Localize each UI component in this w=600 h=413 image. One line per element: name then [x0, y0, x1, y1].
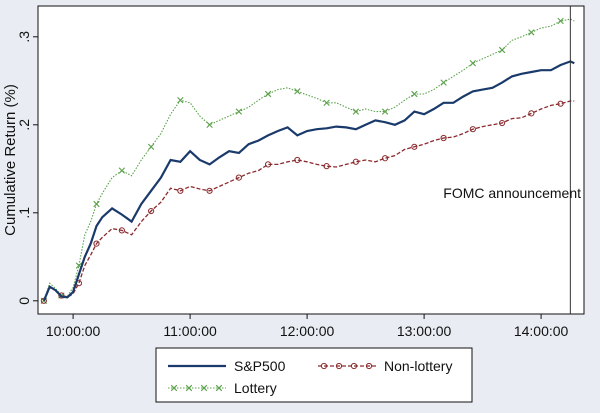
series-layer	[40, 17, 575, 304]
legend-marker	[215, 384, 223, 392]
data-point	[440, 134, 447, 142]
data-point	[352, 108, 360, 115]
legend: S&P500 Non-lottery Lottery	[155, 347, 473, 403]
legend-box	[155, 347, 473, 403]
series-line-non-lottery	[43, 100, 575, 302]
data-point	[323, 163, 330, 170]
legend-item-s-p500: S&P500	[168, 358, 286, 374]
data-point	[177, 187, 184, 194]
data-point	[411, 90, 418, 98]
legend-marker	[185, 384, 193, 392]
plot-area	[37, 5, 585, 315]
data-point	[148, 207, 155, 215]
legend-label: Non-lottery	[384, 358, 452, 374]
data-point	[382, 155, 389, 162]
legend-marker	[365, 362, 373, 370]
legend-label: S&P500	[234, 358, 286, 374]
data-point	[294, 88, 301, 95]
legend-item-lottery: Lottery	[168, 380, 277, 396]
data-point	[381, 108, 389, 115]
y-axis: 0 .1 .2 .3	[16, 31, 38, 305]
fomc-annotation: FOMC announcement	[443, 185, 581, 201]
data-point	[265, 161, 272, 168]
y-axis-label: Cumulative Return (%)	[2, 84, 19, 236]
legend-label: Lottery	[234, 380, 277, 396]
x-tick-label: 10:00:00	[46, 323, 101, 339]
data-point	[528, 29, 535, 36]
data-point	[411, 143, 418, 150]
x-axis: 10:00:00 11:00:00 12:00:00 13:00:00 14:00:00	[46, 314, 569, 339]
legend-marker	[200, 384, 208, 392]
data-point	[469, 60, 477, 67]
data-point	[235, 174, 242, 181]
x-tick-label: 12:00:00	[280, 323, 335, 339]
data-point	[235, 108, 243, 115]
y-tick-label: .1	[16, 207, 32, 219]
data-point	[440, 79, 447, 86]
data-point	[177, 96, 184, 104]
y-tick-label: .2	[16, 119, 32, 131]
data-point	[528, 110, 535, 117]
data-point	[206, 121, 213, 128]
series-line-lottery	[43, 18, 575, 301]
data-point	[557, 17, 564, 25]
legend-marker	[170, 384, 178, 392]
data-point	[352, 158, 359, 165]
data-point	[118, 227, 125, 234]
x-tick-label: 11:00:00	[163, 323, 217, 339]
data-point	[498, 46, 506, 54]
data-point	[499, 119, 506, 127]
legend-marker	[320, 362, 328, 370]
data-point	[294, 156, 301, 164]
data-point	[93, 200, 100, 208]
legend-marker	[335, 362, 343, 370]
y-tick-label: 0	[16, 297, 32, 305]
data-point	[118, 167, 126, 174]
data-point	[147, 143, 155, 150]
data-point	[206, 187, 213, 194]
legend-item-non-lottery: Non-lottery	[318, 358, 452, 374]
data-point	[264, 90, 272, 98]
legend-marker	[350, 362, 358, 370]
data-point	[557, 100, 564, 107]
series-non-lottery	[40, 100, 575, 304]
data-point	[469, 126, 476, 133]
x-tick-label: 13:00:00	[397, 323, 452, 339]
series-line-s-p500	[42, 60, 575, 302]
x-tick-label: 14:00:00	[514, 323, 569, 339]
data-point	[93, 240, 100, 247]
data-point	[58, 292, 65, 299]
y-tick-label: .3	[16, 31, 32, 43]
data-point	[323, 99, 330, 106]
series-s-p500	[42, 60, 575, 302]
